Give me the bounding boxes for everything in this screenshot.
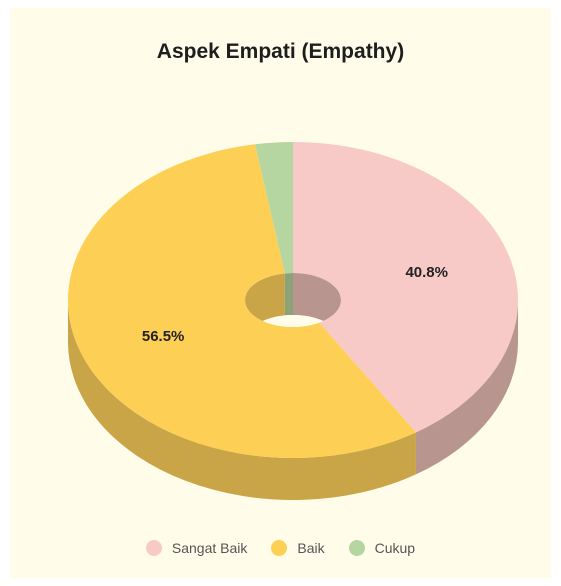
legend-label-cukup: Cukup (374, 540, 416, 556)
pie-chart: 40.8% 56.5% (67, 142, 519, 501)
legend-item-cukup[interactable]: Cukup (348, 540, 416, 556)
legend: Sangat Baik Baik Cukup (10, 540, 551, 556)
pie-top-faces (67, 142, 519, 459)
slice-cukup (255, 142, 293, 274)
slice-sangat-baik (293, 142, 519, 433)
hole-wall-cukup-1 (284, 273, 293, 316)
legend-label-baik: Baik (297, 540, 325, 556)
slice-labels: 40.8% 56.5% (142, 264, 448, 345)
slice-label-baik: 56.5% (142, 328, 185, 345)
pie-side-walls (68, 300, 518, 501)
slice-baik (67, 144, 416, 459)
legend-swatch-sangat-baik (145, 540, 162, 556)
legend-label-sangat-baik: Sangat Baik (171, 540, 248, 556)
side-wall-sangat-baik (415, 300, 518, 475)
slice-label-sangat-baik: 40.8% (405, 264, 448, 281)
side-wall-baik (68, 300, 416, 501)
chart-card: Aspek Empati (Empathy) 40.8% 56.5% Sangat… (10, 8, 551, 578)
hole-wall-sangat-baik-0 (293, 273, 341, 327)
legend-swatch-baik (271, 540, 288, 556)
legend-item-sangat-baik[interactable]: Sangat Baik (145, 540, 248, 556)
legend-swatch-cukup (348, 540, 365, 556)
legend-item-baik[interactable]: Baik (271, 540, 325, 556)
chart-title: Aspek Empati (Empathy) (156, 40, 405, 63)
